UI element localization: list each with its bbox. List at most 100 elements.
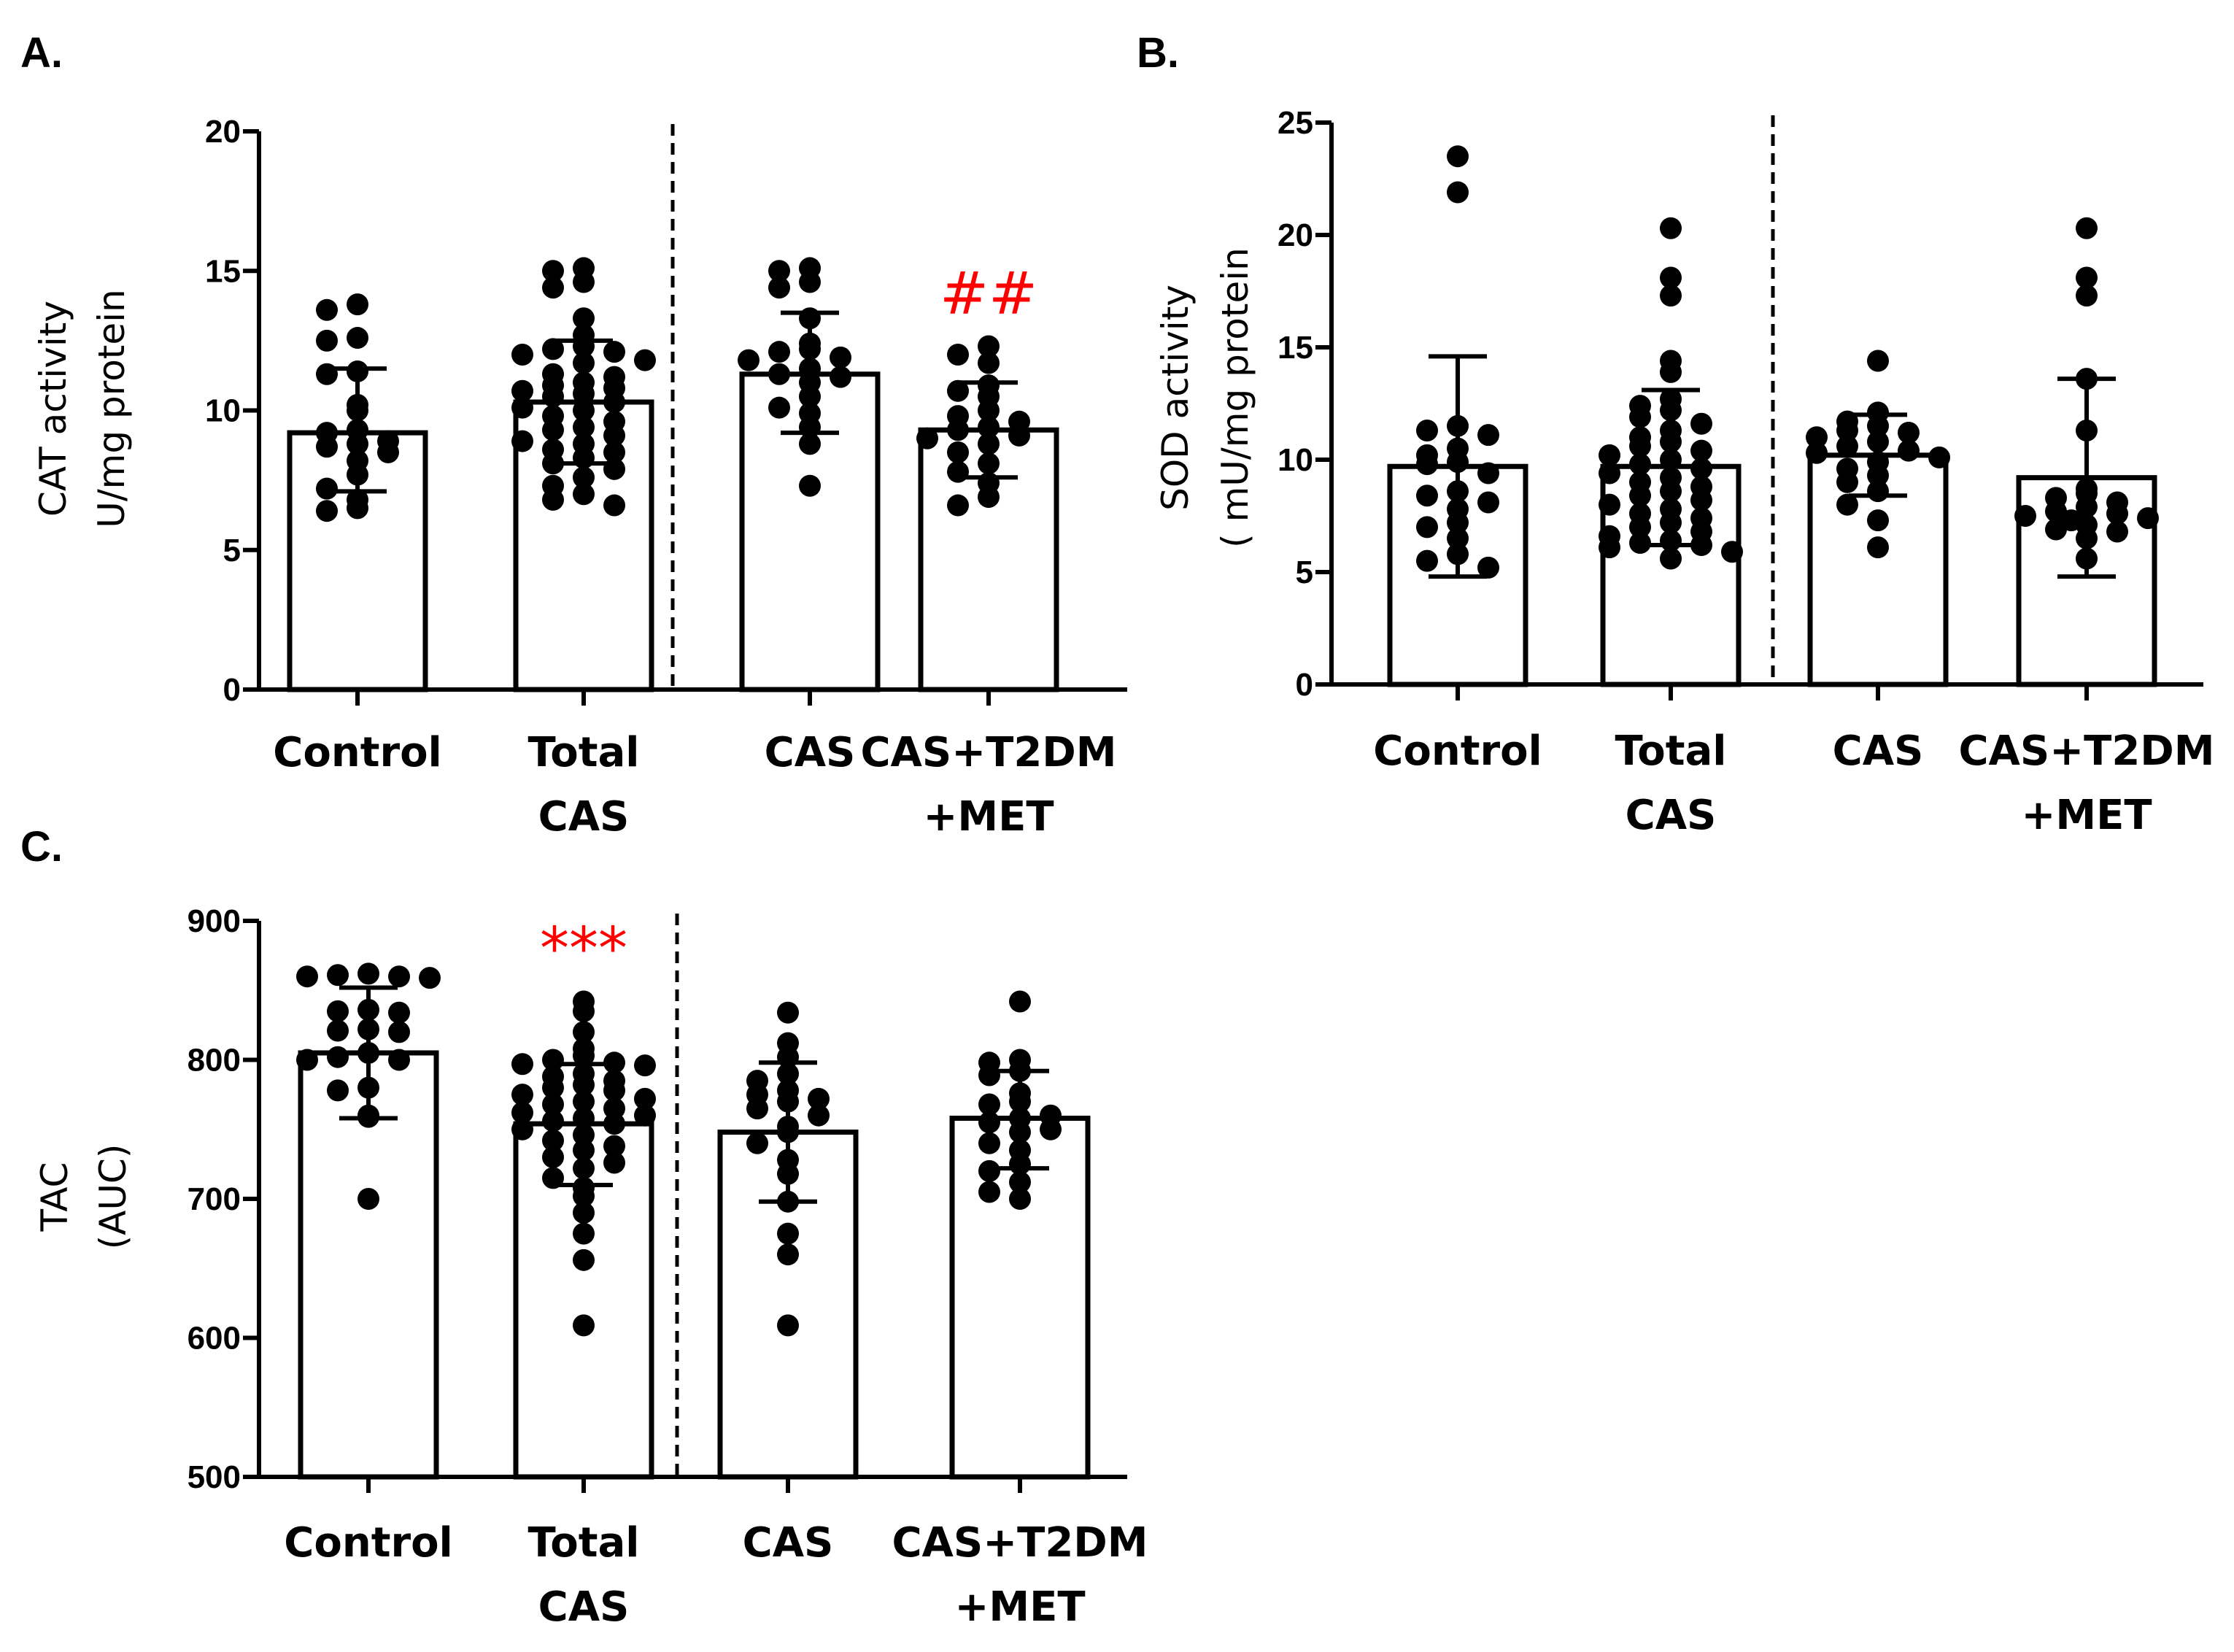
x-tick-label: CAS [1833,727,1924,775]
data-point [1928,446,1950,468]
data-point [316,500,338,522]
data-point [316,477,338,500]
data-point [573,307,595,330]
y-tick-label: 10 [205,393,241,429]
data-point [808,1087,830,1110]
data-point [296,1049,318,1071]
data-point [1660,217,1682,239]
data-point [1836,435,1858,458]
data-point [777,1001,799,1024]
y-tick-label: 0 [1296,667,1313,703]
data-point [2045,518,2067,541]
data-point [316,329,338,352]
data-point [388,1021,410,1043]
data-point [327,1046,349,1068]
data-point [1836,493,1858,516]
data-point [1806,441,1828,464]
data-point [1416,485,1438,507]
data-point [542,419,564,441]
data-point [603,1097,625,1120]
data-point [746,1132,768,1154]
data-point [542,452,564,475]
x-tick-label: CAS [743,1519,834,1567]
data-point [542,1146,564,1168]
y-tick-label: 20 [1278,217,1313,253]
data-point [296,965,318,988]
data-point [1477,556,1499,579]
data-point [768,363,790,385]
data-point [978,1093,1000,1116]
data-point [1009,1171,1031,1194]
y-tick-label: 15 [1278,330,1313,366]
data-point [1690,534,1712,557]
data-point [573,1222,595,1245]
data-point [573,1000,595,1022]
data-point [388,965,410,988]
data-point [634,1104,656,1127]
data-point [2076,285,2098,307]
data-point [1629,406,1651,428]
data-point [511,1084,533,1106]
y-tick-label: 800 [188,1043,241,1078]
data-point [573,1202,595,1224]
data-point [542,338,564,360]
data-point [978,1111,1000,1134]
data-point [1898,439,1920,462]
data-point [1898,422,1920,444]
data-point [799,433,821,455]
data-point [603,494,625,517]
data-point [542,1093,564,1116]
data-point [947,441,969,463]
data-point [1599,462,1620,485]
data-point [1806,426,1828,449]
data-point [1599,444,1620,466]
data-point [1008,424,1030,447]
data-point [916,427,938,449]
y-tick-label: 600 [188,1321,241,1356]
x-tick-label: CAS [538,1583,630,1631]
x-tick-label: CAS [1626,792,1717,839]
data-point [1690,489,1712,512]
x-tick-label: Total [1615,727,1727,775]
data-point [573,1248,595,1271]
data-point [1477,491,1499,514]
x-tick-label: +MET [2021,792,2152,839]
data-point [1629,485,1651,507]
y-tick-label: 15 [205,253,241,289]
data-point [2137,507,2159,530]
data-point [327,964,349,987]
y-axis-title: TAC [34,1162,76,1232]
data-point [799,474,821,497]
data-point [603,391,625,414]
data-point [947,344,969,366]
y-tick-label: 900 [188,903,241,939]
data-point [388,1001,410,1024]
data-point [634,349,656,371]
data-point [1660,266,1682,289]
panel-label: C. [20,823,63,871]
data-point [347,497,368,520]
data-point [1721,541,1743,563]
data-point [1477,424,1499,447]
data-point [316,436,338,458]
data-point [947,419,969,441]
data-point [978,486,1000,509]
data-point [978,352,1000,374]
bar [918,427,1059,692]
data-point [573,1314,595,1337]
data-point [1629,516,1651,539]
data-point [978,1159,1000,1182]
x-tick-label: CAS+T2DM [1958,727,2214,775]
data-point [1867,509,1889,532]
data-point [947,379,969,402]
data-point [1629,435,1651,458]
x-tick-label: Control [273,729,442,776]
data-point [947,494,969,517]
data-point [634,1054,656,1077]
data-point [1867,536,1889,559]
x-tick-label: Control [1373,727,1542,775]
data-point [1416,516,1438,539]
data-point [603,1051,625,1074]
data-point [419,967,441,989]
